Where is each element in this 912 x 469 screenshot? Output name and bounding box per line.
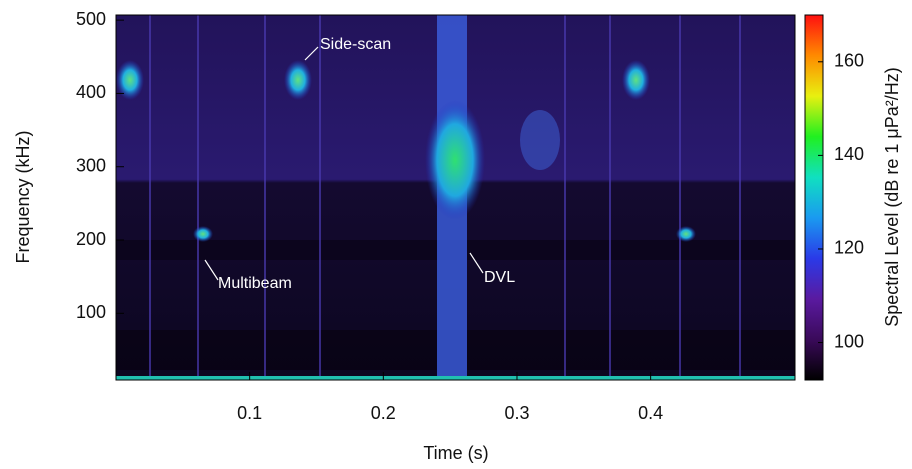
annotation-arrows: [204, 46, 484, 281]
y-axis-label: Frequency (kHz): [13, 130, 33, 263]
annotation: DVL: [484, 269, 515, 286]
annotation: Multibeam: [218, 275, 292, 292]
x-tick-label: 0.3: [504, 403, 529, 423]
x-tick-label: 0.1: [237, 403, 262, 423]
y-tick-label: 400: [76, 82, 106, 102]
colorbar: [804, 14, 824, 381]
y-tick-label: 100: [76, 302, 106, 322]
x-tick-label: 0.4: [638, 403, 663, 423]
colorbar-tick-label: 140: [834, 144, 864, 164]
y-tick-label: 200: [76, 229, 106, 249]
x-axis-label: Time (s): [423, 443, 488, 463]
y-tick-label: 500: [76, 9, 106, 29]
plot-frame: [115, 14, 796, 381]
colorbar-tick-label: 120: [834, 238, 864, 258]
y-tick-label: 300: [76, 155, 106, 175]
colorbar-tick-label: 160: [834, 51, 864, 71]
colorbar-label: Spectral Level (dB re 1 μPa²/Hz): [882, 67, 902, 326]
colorbar-tick-label: 100: [834, 331, 864, 351]
x-tick-label: 0.2: [371, 403, 396, 423]
spectrogram-image: [116, 15, 795, 380]
annotation: Side-scan: [320, 36, 391, 53]
